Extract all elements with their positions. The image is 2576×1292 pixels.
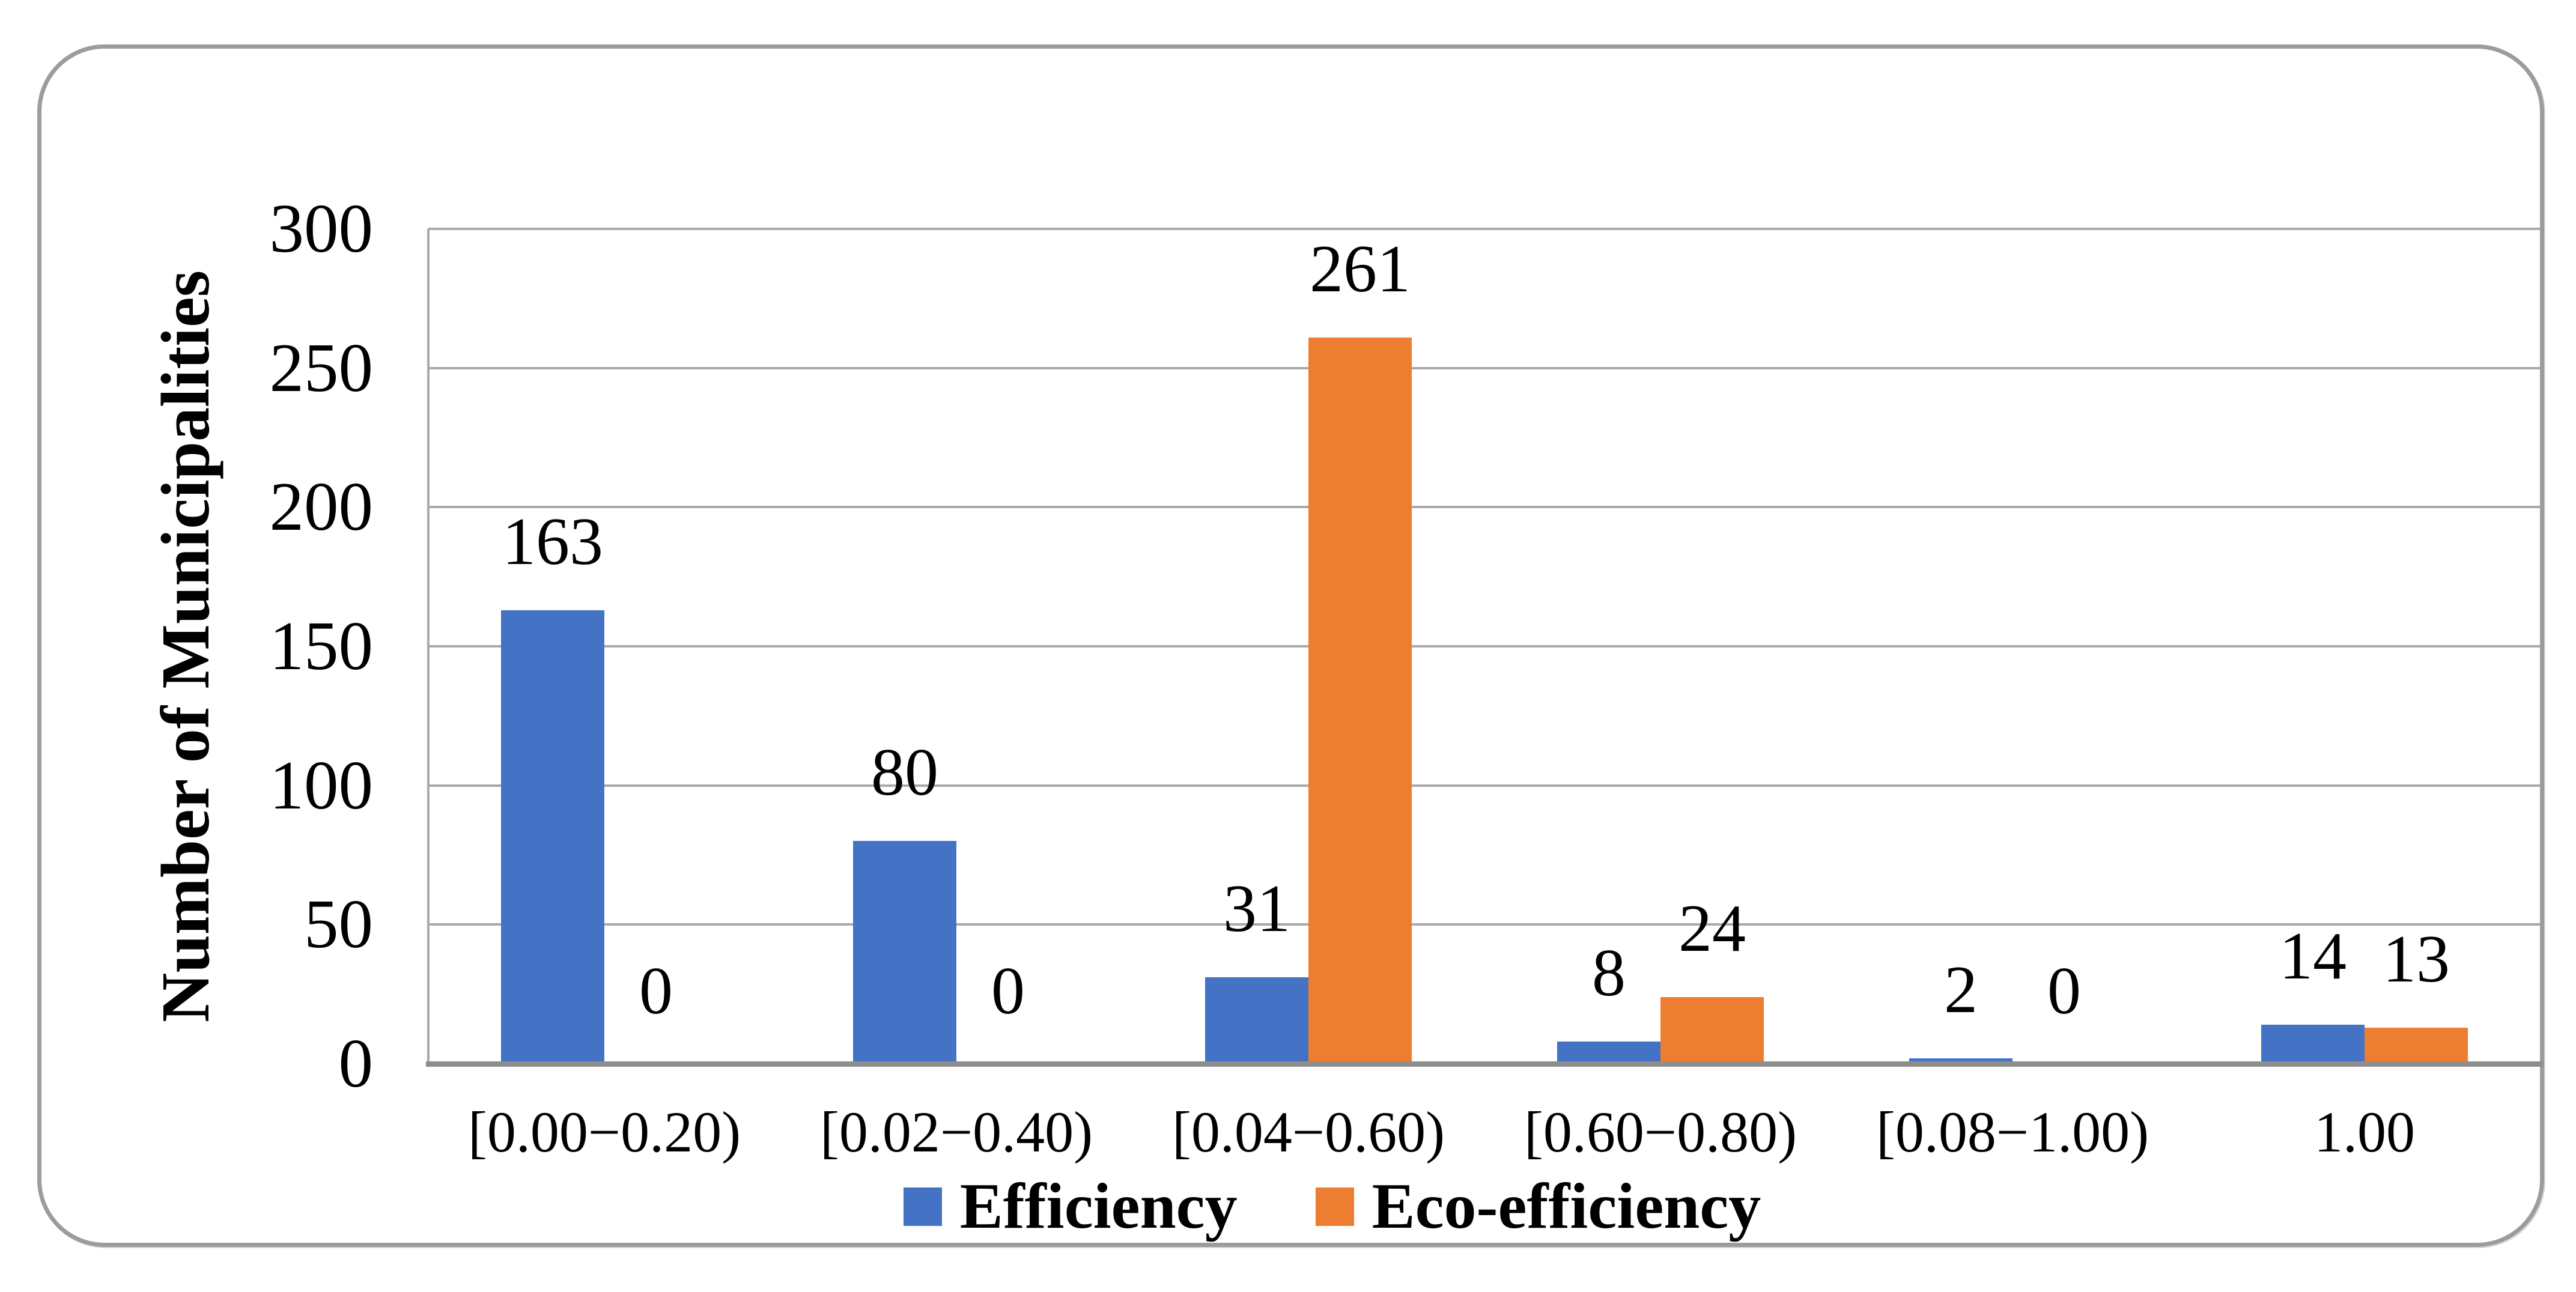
data-label-efficiency-2: 31	[1223, 872, 1290, 947]
y-tick-label-0: 0	[338, 1025, 374, 1102]
data-label-efficiency-3: 8	[1592, 935, 1626, 1010]
x-tick-label-5: 1.00	[2314, 1100, 2415, 1164]
gridline-250	[428, 366, 2541, 369]
legend: Efficiency Eco-efficiency	[79, 1165, 2576, 1249]
data-label-eco-efficiency-4: 0	[2047, 954, 2081, 1028]
gridline-200	[428, 506, 2541, 509]
x-tick-label-1: [0.02−0.40)	[819, 1100, 1093, 1164]
chart-frame: Number of Municipalities 0 50 100 150 200 250…	[37, 44, 2544, 1247]
bar-efficiency-0	[501, 610, 604, 1064]
data-label-efficiency-0: 163	[502, 504, 603, 579]
data-label-eco-efficiency-5: 13	[2383, 921, 2450, 996]
gridline-100	[428, 784, 2541, 787]
legend-item-efficiency: Efficiency	[903, 1171, 1238, 1243]
data-label-efficiency-4: 2	[1944, 952, 1978, 1027]
gridline-150	[428, 645, 2541, 648]
y-tick-label-200: 200	[269, 469, 374, 545]
legend-swatch-icon	[1315, 1187, 1354, 1226]
x-tick-label-0: [0.00−0.20)	[467, 1100, 741, 1164]
x-tick-label-2: [0.04−0.60)	[1171, 1100, 1445, 1164]
y-tick-label-300: 300	[269, 190, 374, 267]
gridline-50	[428, 923, 2541, 926]
y-tick-label-150: 150	[269, 608, 374, 684]
legend-label: Eco-efficiency	[1372, 1171, 1761, 1242]
data-label-efficiency-5: 14	[2279, 919, 2347, 994]
gridline-300	[428, 228, 2541, 230]
bar-eco-efficiency-5	[2365, 1027, 2468, 1064]
x-tick-label-3: [0.60−0.80)	[1523, 1100, 1797, 1164]
data-label-eco-efficiency-2: 261	[1310, 231, 1411, 306]
legend-swatch-icon	[903, 1187, 942, 1226]
x-tick-label-4: [0.08−1.00)	[1876, 1100, 2149, 1164]
bar-efficiency-1	[853, 841, 956, 1064]
y-tick-label-50: 50	[304, 886, 373, 963]
plot-area: 163 80 31 8 2 14 0 0 261 24 0 13	[426, 228, 2543, 1067]
bar-efficiency-5	[2261, 1025, 2365, 1064]
bar-eco-efficiency-2	[1308, 337, 1412, 1064]
x-axis-line	[426, 1061, 2543, 1067]
data-label-eco-efficiency-1: 0	[991, 954, 1025, 1028]
legend-label: Efficiency	[959, 1171, 1238, 1242]
bar-efficiency-3	[1557, 1041, 1660, 1064]
data-label-eco-efficiency-0: 0	[639, 954, 673, 1028]
y-tick-label-100: 100	[269, 747, 374, 823]
bar-efficiency-2	[1205, 977, 1308, 1064]
data-label-efficiency-1: 80	[871, 735, 938, 810]
bar-eco-efficiency-3	[1660, 996, 1764, 1064]
legend-item-eco-efficiency: Eco-efficiency	[1315, 1171, 1761, 1243]
data-label-eco-efficiency-3: 24	[1678, 891, 1746, 966]
bar-efficiency-4	[1909, 1058, 2012, 1064]
y-tick-label-250: 250	[269, 329, 374, 406]
